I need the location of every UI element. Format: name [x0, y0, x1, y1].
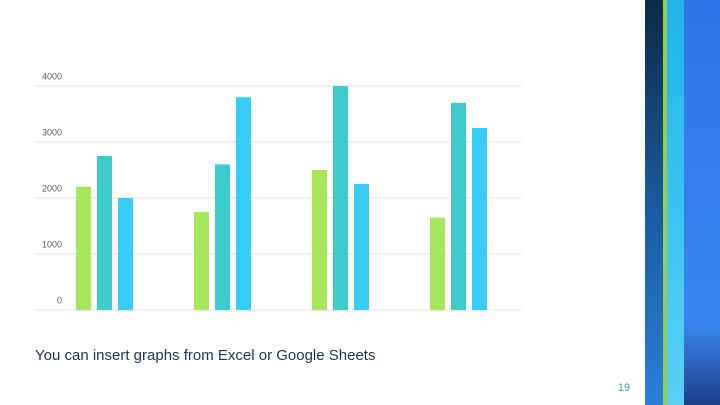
- bar: [194, 212, 209, 310]
- bar: [76, 186, 91, 310]
- bar: [312, 170, 327, 310]
- bar: [118, 198, 133, 310]
- bar: [236, 97, 251, 310]
- y-tick-label: 2000: [42, 183, 62, 193]
- bar: [472, 128, 487, 310]
- stripe: [663, 0, 667, 405]
- stripe: [667, 0, 684, 405]
- bar: [333, 86, 348, 310]
- bar: [215, 164, 230, 310]
- bar: [451, 102, 466, 310]
- stripe: [684, 0, 720, 405]
- page-number: 19: [618, 382, 630, 394]
- bar: [430, 217, 445, 310]
- y-tick-label: 1000: [42, 239, 62, 249]
- y-tick-label: 4000: [42, 71, 62, 81]
- y-tick-label: 3000: [42, 127, 62, 137]
- stripe: [645, 0, 663, 405]
- y-tick-label: 0: [57, 295, 62, 305]
- bar: [97, 156, 112, 310]
- decor-stripes: [645, 0, 720, 405]
- bar: [354, 184, 369, 310]
- caption: You can insert graphs from Excel or Goog…: [35, 347, 375, 364]
